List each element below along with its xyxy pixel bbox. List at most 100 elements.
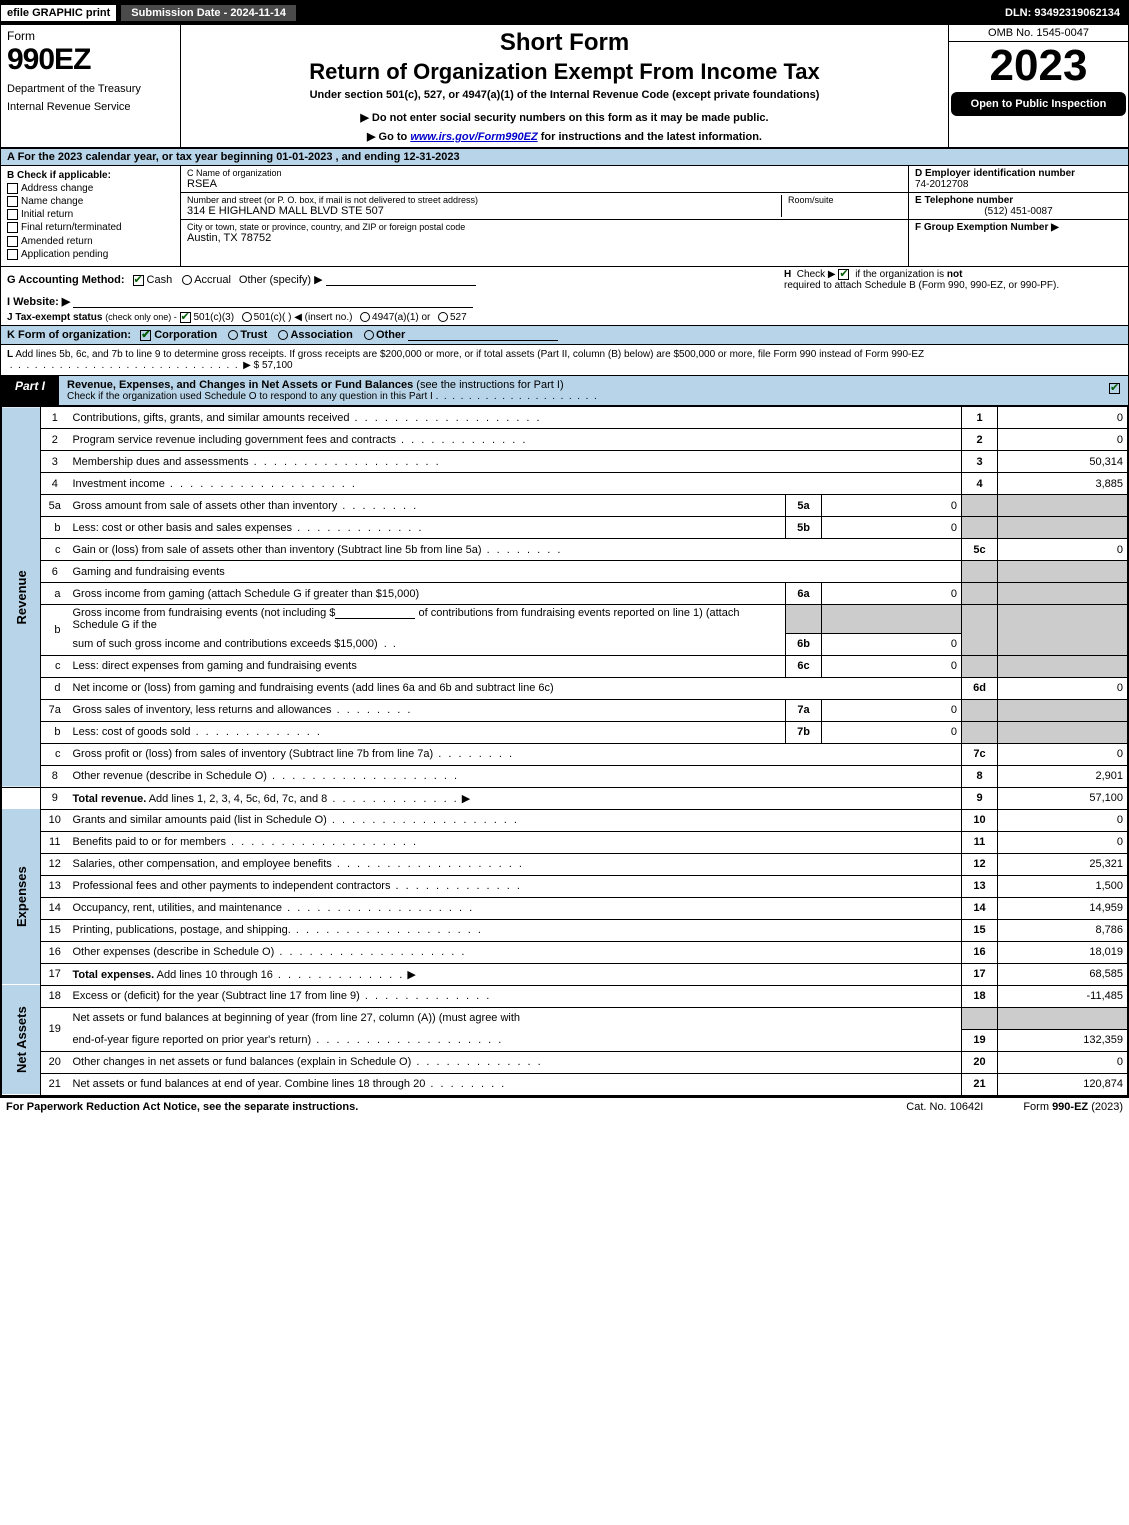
k-other-radio[interactable] (364, 330, 374, 340)
page-footer: For Paperwork Reduction Act Notice, see … (0, 1097, 1129, 1116)
ein-value: 74-2012708 (915, 179, 1122, 190)
line-2: 2 Program service revenue including gove… (2, 429, 1128, 451)
website-field[interactable] (73, 296, 473, 308)
part-1-checkbox[interactable] (1104, 376, 1128, 405)
row-a-tax-year: A For the 2023 calendar year, or tax yea… (1, 149, 1128, 166)
line-17: 17 Total expenses. Add lines 10 through … (2, 963, 1128, 985)
top-bar: efile GRAPHIC print Submission Date - 20… (1, 1, 1128, 25)
j-501c3: 501(c)(3) (194, 312, 235, 323)
part-1-table: Revenue 1 Contributions, gifts, grants, … (1, 406, 1128, 1096)
website-label: I Website: ▶ (7, 296, 70, 308)
phone-value: (512) 451-0087 (915, 206, 1122, 217)
irs-link[interactable]: www.irs.gov/Form990EZ (410, 131, 537, 143)
part-1-label: Part I (1, 376, 59, 405)
phone-label: E Telephone number (915, 195, 1122, 206)
group-exemption-label: F Group Exemption Number ▶ (915, 222, 1059, 233)
j-527: 527 (450, 312, 467, 323)
city-row: City or town, state or province, country… (181, 220, 908, 246)
address-label: Number and street (or P. O. box, if mail… (187, 195, 775, 205)
info-grid: B Check if applicable: Address change Na… (1, 166, 1128, 267)
j-527-radio[interactable] (438, 312, 448, 322)
line-6: 6 Gaming and fundraising events (2, 561, 1128, 583)
form-word: Form (7, 29, 174, 43)
header-left: Form 990EZ Department of the Treasury In… (1, 25, 181, 147)
line-15: 15 Printing, publications, postage, and … (2, 919, 1128, 941)
dept-irs: Internal Revenue Service (7, 101, 174, 113)
g-label: G Accounting Method: (7, 274, 125, 286)
line-6b-1: b Gross income from fundraising events (… (2, 605, 1128, 634)
h-pre: Check ▶ (797, 269, 836, 280)
col-b: B Check if applicable: Address change Na… (1, 166, 181, 266)
k-text: Form of organization: (18, 329, 131, 341)
line-20: 20 Other changes in net assets or fund b… (2, 1051, 1128, 1073)
footer-mid: Cat. No. 10642I (906, 1101, 983, 1113)
line-7b: b Less: cost of goods sold 7b 0 (2, 721, 1128, 743)
row-h: H Check ▶ if the organization is not req… (778, 267, 1128, 293)
line-19b: end-of-year figure reported on prior yea… (2, 1029, 1128, 1051)
col-def: D Employer identification number 74-2012… (908, 166, 1128, 266)
chk-name-change[interactable]: Name change (7, 196, 174, 207)
header-center: Short Form Return of Organization Exempt… (181, 25, 948, 147)
j-501c-radio[interactable] (242, 312, 252, 322)
chk-initial-return[interactable]: Initial return (7, 209, 174, 220)
address-row: Number and street (or P. O. box, if mail… (181, 193, 908, 220)
city-label: City or town, state or province, country… (187, 222, 902, 232)
line-16: 16 Other expenses (describe in Schedule … (2, 941, 1128, 963)
short-form-title: Short Form (189, 29, 940, 57)
row-g-h: G Accounting Method: Cash Accrual Other … (1, 267, 1128, 293)
chk-final-return[interactable]: Final return/terminated (7, 222, 174, 233)
k-corp-check[interactable] (140, 330, 151, 341)
group-exemption-section: F Group Exemption Number ▶ (909, 220, 1128, 235)
col-c: C Name of organization RSEA Number and s… (181, 166, 908, 266)
g-cash[interactable]: Cash (133, 274, 173, 286)
chk-address-change[interactable]: Address change (7, 183, 174, 194)
j-label: J Tax-exempt status (7, 312, 102, 323)
j-4947: 4947(a)(1) or (372, 312, 430, 323)
k-other-field[interactable] (408, 329, 558, 341)
line-19a: 19 Net assets or fund balances at beginn… (2, 1007, 1128, 1029)
org-name-row: C Name of organization RSEA (181, 166, 908, 193)
return-title: Return of Organization Exempt From Incom… (189, 59, 940, 85)
h-tail: required to attach Schedule B (Form 990,… (784, 280, 1122, 291)
row-l: L Add lines 5b, 6c, and 7b to line 9 to … (1, 345, 1128, 376)
goto-pre: ▶ Go to (367, 131, 410, 143)
chk-application-pending[interactable]: Application pending (7, 249, 174, 260)
line-7c: c Gross profit or (loss) from sales of i… (2, 743, 1128, 765)
goto-row: ▶ Go to www.irs.gov/Form990EZ for instru… (189, 130, 940, 143)
k-assoc-radio[interactable] (278, 330, 288, 340)
revenue-side-label: Revenue (2, 407, 41, 788)
line-13: 13 Professional fees and other payments … (2, 875, 1128, 897)
ssn-warning: ▶ Do not enter social security numbers o… (189, 111, 940, 124)
line-4: 4 Investment income 4 3,885 (2, 473, 1128, 495)
h-checkbox[interactable] (838, 269, 849, 280)
g-accrual[interactable]: Accrual (180, 274, 231, 286)
ein-section: D Employer identification number 74-2012… (909, 166, 1128, 193)
address-value: 314 E HIGHLAND MALL BLVD STE 507 (187, 205, 775, 217)
tax-year: 2023 (949, 42, 1128, 90)
line-18: Net Assets 18 Excess or (deficit) for th… (2, 985, 1128, 1007)
line-12: 12 Salaries, other compensation, and emp… (2, 853, 1128, 875)
line-6b-2: sum of such gross income and contributio… (2, 633, 1128, 655)
row-k: K Form of organization: Corporation Trus… (1, 325, 1128, 345)
line-11: 11 Benefits paid to or for members 11 0 (2, 831, 1128, 853)
row-i: I Website: ▶ (1, 293, 1128, 310)
line-5c: c Gain or (loss) from sale of assets oth… (2, 539, 1128, 561)
line-10: Expenses 10 Grants and similar amounts p… (2, 809, 1128, 831)
j-501c3-check[interactable] (180, 312, 191, 323)
part-1-title: Revenue, Expenses, and Changes in Net As… (59, 376, 1104, 405)
phone-section: E Telephone number (512) 451-0087 (909, 193, 1128, 220)
submission-date: Submission Date - 2024-11-14 (120, 4, 297, 22)
j-sub: (check only one) - (105, 312, 177, 322)
part-1-header: Part I Revenue, Expenses, and Changes in… (1, 376, 1128, 406)
line-5b: b Less: cost or other basis and sales ex… (2, 517, 1128, 539)
h-post: if the organization is (855, 269, 947, 280)
expenses-side-label: Expenses (2, 809, 41, 985)
chk-amended-return[interactable]: Amended return (7, 236, 174, 247)
k-trust-radio[interactable] (228, 330, 238, 340)
open-public-badge: Open to Public Inspection (951, 92, 1126, 116)
goto-post: for instructions and the latest informat… (538, 131, 762, 143)
org-name-label: C Name of organization (187, 168, 902, 178)
j-4947-radio[interactable] (360, 312, 370, 322)
dept-treasury: Department of the Treasury (7, 83, 174, 95)
b-header: B Check if applicable: (7, 170, 174, 181)
